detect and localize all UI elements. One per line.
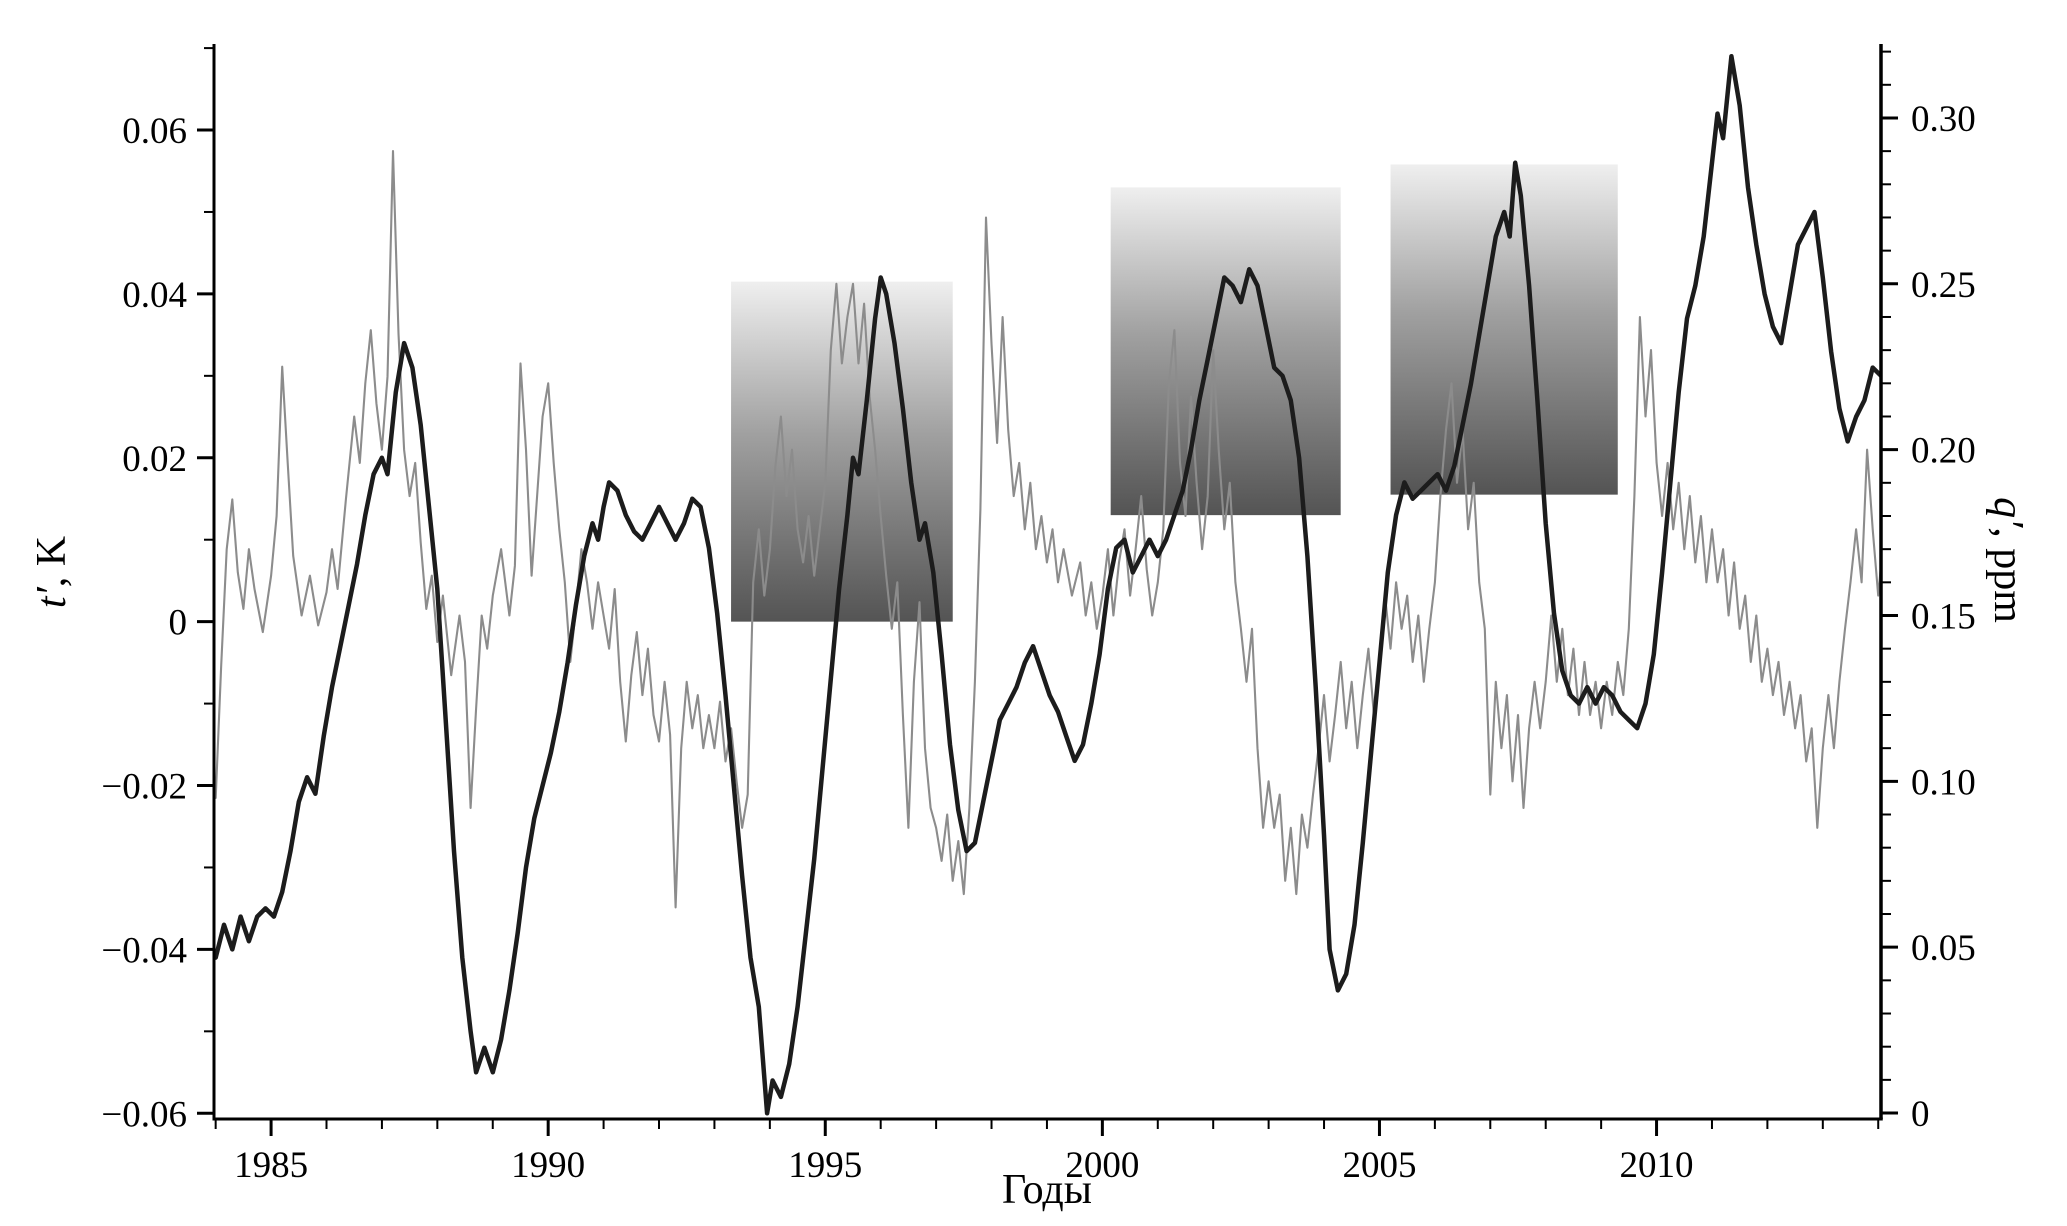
left-tick-label: 0.04 <box>122 275 187 316</box>
series-group <box>214 54 1881 1116</box>
x-tick-label: 1995 <box>788 1145 862 1186</box>
axes: 1985 1990 1995 2000 2005 2010 0.06 0.04 0.02 0 −0.… <box>101 44 1976 1186</box>
series-line-q-prime-humidity <box>214 150 1881 909</box>
shaded-regions <box>731 164 1618 622</box>
x-tick-label: 1985 <box>234 1145 308 1186</box>
right-tick-label: 0.15 <box>1911 596 1976 637</box>
right-axis-title: q′, ppm <box>1984 497 2032 623</box>
x-tick-label: 2005 <box>1342 1145 1416 1186</box>
right-tick-label: 0.05 <box>1911 928 1976 969</box>
left-tick-label: 0.06 <box>122 111 187 152</box>
left-axis-unit: , K <box>29 535 75 588</box>
x-tick-label: 2010 <box>1620 1145 1694 1186</box>
left-tick-label: −0.04 <box>101 930 187 971</box>
right-axis-unit: , ppm <box>1985 527 2031 623</box>
left-tick-label: −0.06 <box>101 1094 187 1135</box>
left-tick-label: 0.02 <box>122 439 187 480</box>
left-axis-variable: t′ <box>29 587 75 609</box>
left-axis-title: t′, K <box>28 536 76 608</box>
series-line-t-prime-temperature <box>214 54 1881 1116</box>
left-tick-label: −0.02 <box>101 767 187 808</box>
x-axis-title: Годы <box>1002 1167 1092 1213</box>
right-tick-label: 0 <box>1911 1094 1930 1135</box>
right-axis-variable: q′ <box>1985 497 2031 528</box>
right-tick-label: 0.25 <box>1911 265 1976 306</box>
right-tick-label: 0.10 <box>1911 762 1976 803</box>
right-tick-label: 0.20 <box>1911 431 1976 472</box>
x-tick-label: 1990 <box>511 1145 585 1186</box>
shaded-region <box>1110 187 1341 516</box>
right-tick-label: 0.30 <box>1911 99 1976 140</box>
left-tick-label: 0 <box>169 603 188 644</box>
x-tick-label: 2000 <box>1065 1145 1139 1186</box>
